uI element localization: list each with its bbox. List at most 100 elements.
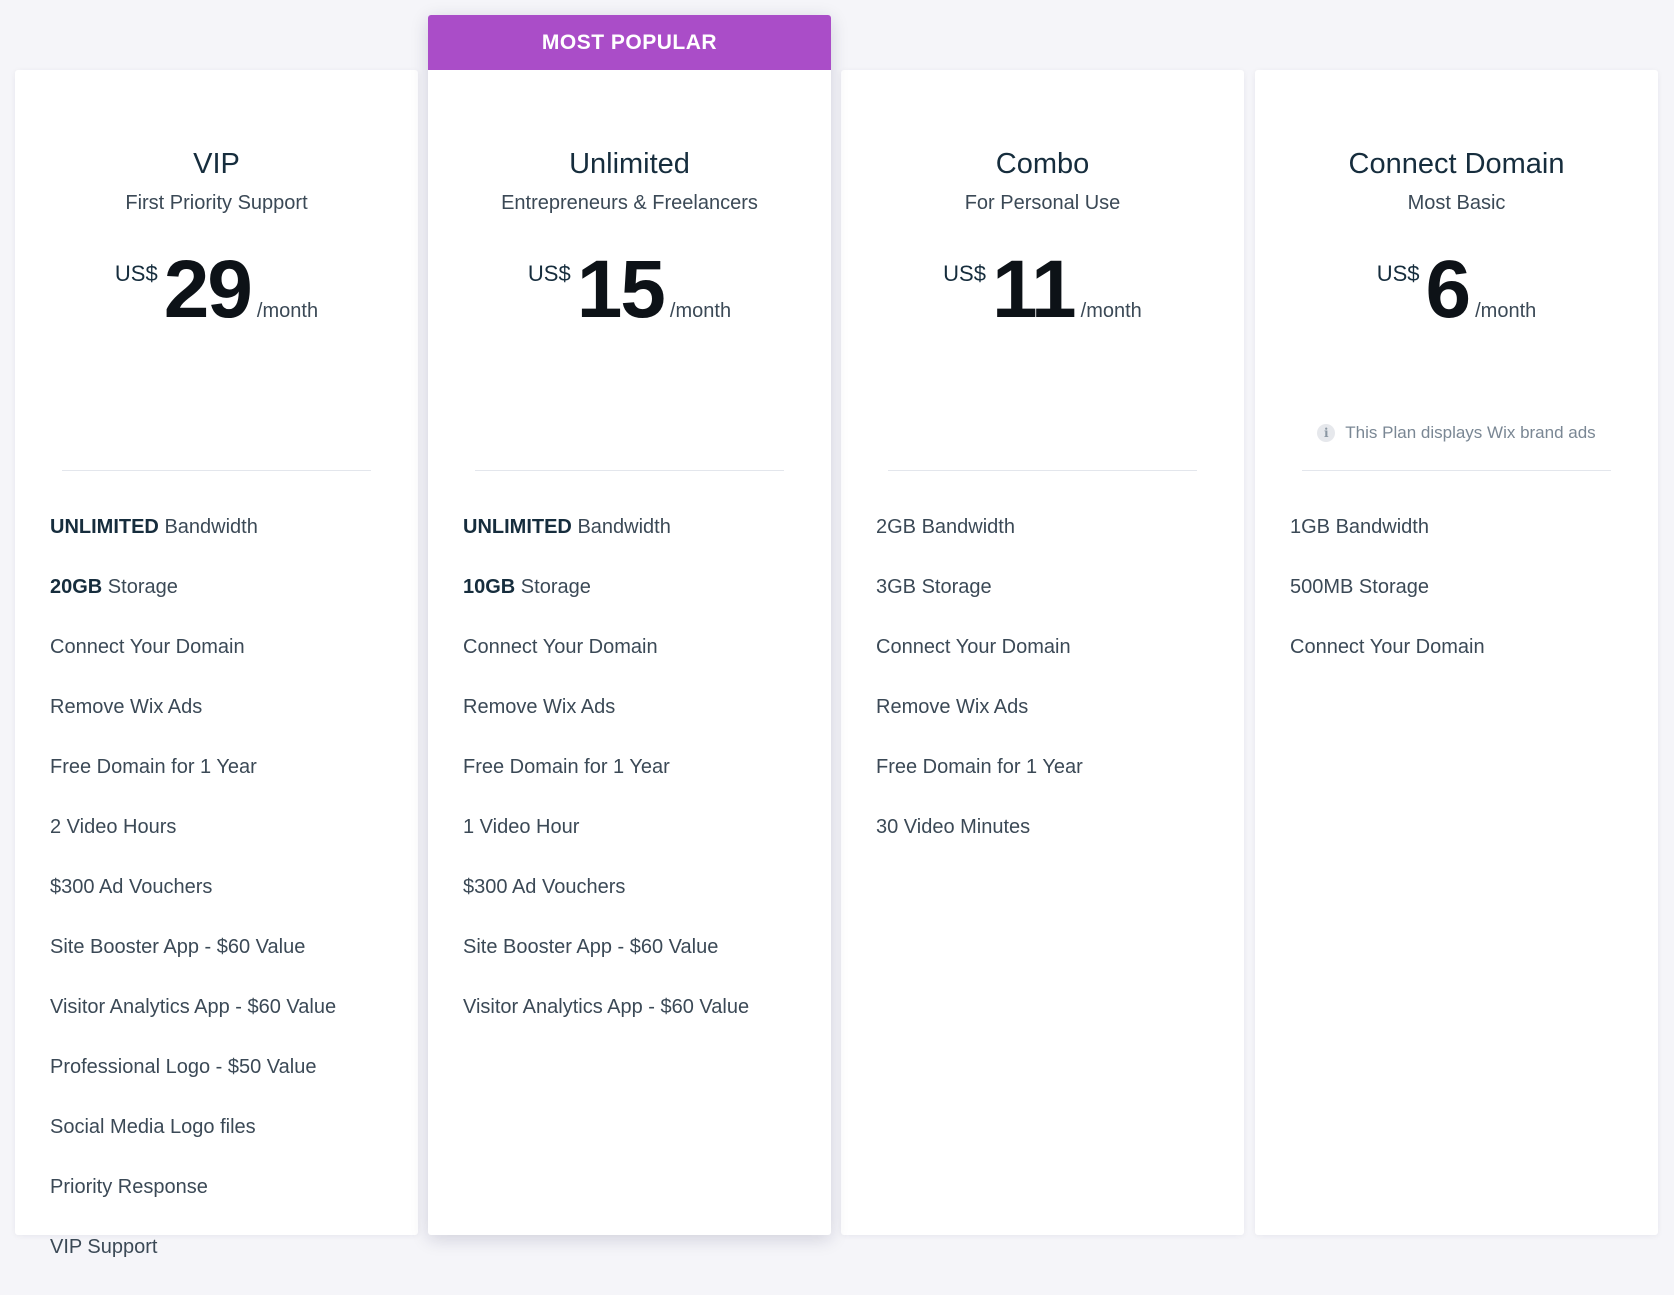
price-amount: 29 bbox=[163, 244, 253, 335]
feature-item: Free Domain for 1 Year bbox=[876, 755, 1234, 815]
feature-text: Bandwidth bbox=[158, 516, 258, 538]
feature-item: Site Booster App - $60 Value bbox=[463, 935, 821, 995]
feature-text: Storage bbox=[515, 576, 591, 598]
feature-text: Social Media Logo files bbox=[50, 1116, 256, 1138]
feature-item: Remove Wix Ads bbox=[463, 695, 821, 755]
feature-text: Remove Wix Ads bbox=[50, 696, 203, 718]
feature-text: Visitor Analytics App - $60 Value bbox=[50, 996, 337, 1018]
ads-note: i This Plan displays Wix brand ads bbox=[1255, 423, 1658, 443]
divider bbox=[475, 470, 784, 471]
feature-item: $300 Ad Vouchers bbox=[50, 875, 408, 935]
price-currency: US$ bbox=[114, 261, 158, 286]
price-currency: US$ bbox=[527, 261, 571, 286]
feature-list: 2GB Bandwidth 3GB Storage Connect Your Dom… bbox=[876, 515, 1234, 875]
plan-tagline: Most Basic bbox=[1407, 192, 1506, 214]
feature-highlight: UNLIMITED bbox=[50, 516, 159, 538]
price-amount: 11 bbox=[991, 244, 1077, 335]
divider bbox=[888, 470, 1197, 471]
plan-name: Combo bbox=[995, 148, 1090, 180]
feature-item: Connect Your Domain bbox=[50, 635, 408, 695]
plan-tagline: Entrepreneurs & Freelancers bbox=[501, 192, 758, 214]
feature-item: UNLIMITED Bandwidth bbox=[463, 515, 821, 575]
price-currency: US$ bbox=[943, 261, 986, 286]
plan-card-body: Connect Domain Most Basic US$ 6 /month i… bbox=[1255, 70, 1658, 1235]
plan-card-body: Combo For Personal Use US$ 11 /month 2GB… bbox=[841, 70, 1244, 1235]
feature-text: 1 Video Hour bbox=[463, 816, 580, 838]
feature-item: $300 Ad Vouchers bbox=[463, 875, 821, 935]
feature-item: 20GB Storage bbox=[50, 575, 408, 635]
feature-item: UNLIMITED Bandwidth bbox=[50, 515, 408, 575]
feature-item: Remove Wix Ads bbox=[876, 695, 1234, 755]
feature-text: Visitor Analytics App - $60 Value bbox=[463, 996, 750, 1018]
price-period: /month bbox=[256, 300, 319, 322]
feature-item: Remove Wix Ads bbox=[50, 695, 408, 755]
feature-highlight: UNLIMITED bbox=[463, 516, 572, 538]
feature-text: Connect Your Domain bbox=[876, 636, 1071, 658]
feature-highlight: 20GB bbox=[50, 576, 103, 598]
feature-text: Site Booster App - $60 Value bbox=[50, 936, 306, 958]
ads-note-text: This Plan displays Wix brand ads bbox=[1345, 423, 1596, 442]
feature-text: VIP Support bbox=[50, 1236, 158, 1258]
price: US$ 15 /month bbox=[428, 245, 831, 335]
divider bbox=[1302, 470, 1611, 471]
price-currency: US$ bbox=[1376, 261, 1420, 286]
feature-text: Professional Logo - $50 Value bbox=[50, 1056, 317, 1078]
plan-tagline: For Personal Use bbox=[964, 192, 1121, 214]
feature-item: Professional Logo - $50 Value bbox=[50, 1055, 408, 1115]
feature-text: Storage bbox=[102, 576, 178, 598]
feature-item: 10GB Storage bbox=[463, 575, 821, 635]
feature-item: Site Booster App - $60 Value bbox=[50, 935, 408, 995]
feature-text: Bandwidth bbox=[571, 516, 671, 538]
feature-item: 30 Video Minutes bbox=[876, 815, 1234, 875]
feature-text: Connect Your Domain bbox=[1290, 636, 1485, 658]
feature-text: Free Domain for 1 Year bbox=[463, 756, 670, 778]
price: US$ 29 /month bbox=[15, 245, 418, 335]
feature-text: 500MB Storage bbox=[1290, 576, 1429, 598]
plan-tagline: First Priority Support bbox=[125, 192, 308, 214]
feature-item: Social Media Logo files bbox=[50, 1115, 408, 1175]
feature-text: Free Domain for 1 Year bbox=[876, 756, 1083, 778]
plan-card-body: VIP First Priority Support US$ 29 /month… bbox=[15, 70, 418, 1258]
plan-card-vip[interactable]: VIP First Priority Support US$ 29 /month… bbox=[15, 70, 418, 1258]
feature-text: Remove Wix Ads bbox=[463, 696, 616, 718]
feature-list: UNLIMITED Bandwidth 10GB Storage Connect Y… bbox=[463, 515, 821, 1055]
plan-card-combo[interactable]: Combo For Personal Use US$ 11 /month 2GB… bbox=[841, 70, 1244, 1235]
plan-name: VIP bbox=[193, 148, 240, 180]
feature-item: Visitor Analytics App - $60 Value bbox=[50, 995, 408, 1055]
feature-text: $300 Ad Vouchers bbox=[463, 876, 626, 898]
feature-text: Remove Wix Ads bbox=[876, 696, 1029, 718]
plan-card-connect-domain[interactable]: Connect Domain Most Basic US$ 6 /month i… bbox=[1255, 70, 1658, 1235]
price-period: /month bbox=[1475, 300, 1537, 322]
info-icon[interactable]: i bbox=[1317, 424, 1336, 442]
price-period: /month bbox=[669, 300, 732, 322]
feature-text: Connect Your Domain bbox=[50, 636, 245, 658]
price: US$ 11 /month bbox=[841, 245, 1244, 335]
feature-text: 2 Video Hours bbox=[50, 816, 177, 838]
feature-item: Free Domain for 1 Year bbox=[463, 755, 821, 815]
divider bbox=[62, 470, 371, 471]
feature-item: 2GB Bandwidth bbox=[876, 515, 1234, 575]
plan-card-unlimited[interactable]: MOST POPULAR Unlimited Entrepreneurs & F… bbox=[428, 15, 831, 1235]
feature-item: 3GB Storage bbox=[876, 575, 1234, 635]
feature-item: 1GB Bandwidth bbox=[1290, 515, 1648, 575]
feature-item: Connect Your Domain bbox=[1290, 635, 1648, 695]
feature-item: VIP Support bbox=[50, 1235, 408, 1295]
feature-text: 2GB Bandwidth bbox=[876, 516, 1015, 538]
feature-item: Connect Your Domain bbox=[876, 635, 1234, 695]
price-amount: 15 bbox=[576, 244, 666, 335]
feature-item: 1 Video Hour bbox=[463, 815, 821, 875]
feature-text: Free Domain for 1 Year bbox=[50, 756, 257, 778]
plan-card-body: Unlimited Entrepreneurs & Freelancers US… bbox=[428, 70, 831, 1235]
feature-text: Priority Response bbox=[50, 1176, 208, 1198]
price-amount: 6 bbox=[1425, 244, 1472, 335]
feature-text: 30 Video Minutes bbox=[876, 816, 1031, 838]
feature-item: 500MB Storage bbox=[1290, 575, 1648, 635]
feature-item: Connect Your Domain bbox=[463, 635, 821, 695]
most-popular-ribbon: MOST POPULAR bbox=[428, 15, 831, 70]
feature-text: 1GB Bandwidth bbox=[1290, 516, 1429, 538]
pricing-plans: VIP First Priority Support US$ 29 /month… bbox=[15, 15, 1659, 1258]
feature-item: Priority Response bbox=[50, 1175, 408, 1235]
feature-list: UNLIMITED Bandwidth 20GB Storage Connect Y… bbox=[50, 515, 408, 1295]
plan-name: Connect Domain bbox=[1348, 148, 1565, 180]
plan-name: Unlimited bbox=[569, 148, 690, 180]
